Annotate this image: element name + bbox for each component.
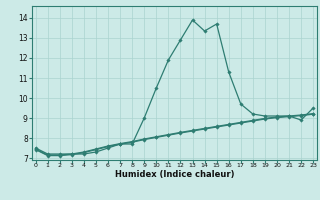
X-axis label: Humidex (Indice chaleur): Humidex (Indice chaleur)	[115, 170, 234, 179]
